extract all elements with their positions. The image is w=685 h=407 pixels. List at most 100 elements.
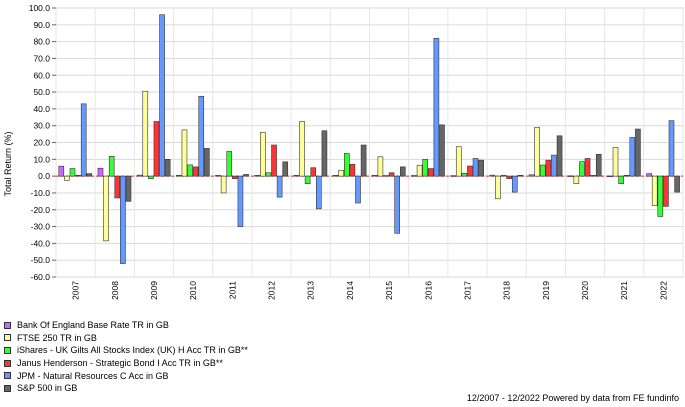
bar (344, 153, 350, 177)
x-tick-label: 2019 (541, 281, 551, 300)
bar (618, 175, 624, 184)
bar (304, 175, 311, 184)
bar (282, 161, 289, 177)
x-tick-label: 2010 (188, 281, 198, 300)
bar (321, 130, 328, 177)
y-tick-label: -10.0 (31, 188, 51, 198)
bar (528, 174, 535, 177)
bar (232, 175, 238, 179)
y-tick-label: -50.0 (31, 255, 51, 265)
bar (461, 172, 468, 177)
x-tick-label: 2014 (345, 281, 355, 300)
bar (349, 164, 356, 177)
bar (265, 172, 272, 177)
bar (293, 174, 300, 177)
bar (455, 146, 462, 177)
bar (69, 168, 76, 177)
x-tick-label: 2011 (227, 281, 237, 300)
bar (254, 174, 261, 177)
y-tick-label: 40.0 (33, 104, 50, 114)
bar (103, 175, 109, 242)
bar (338, 169, 345, 177)
legend-swatch (4, 346, 11, 354)
x-tick-label: 2009 (149, 281, 159, 300)
gridlines (55, 7, 684, 278)
bar (377, 156, 384, 177)
bar (590, 174, 596, 177)
bar (472, 158, 479, 177)
bar (383, 175, 389, 177)
legend-swatch (4, 334, 11, 342)
bar (517, 174, 524, 177)
bar (108, 155, 115, 177)
legend-label: Bank Of England Base Rate TR in GB (17, 320, 169, 331)
bar (595, 153, 602, 177)
bar (243, 174, 249, 177)
y-tick-label: -30.0 (31, 222, 51, 232)
bar (478, 159, 484, 177)
legend-swatch (4, 384, 11, 392)
bar (489, 174, 496, 177)
y-tick-label: -20.0 (31, 205, 51, 215)
bar (371, 174, 378, 177)
bar (545, 159, 552, 177)
bar (394, 175, 400, 234)
y-tick-label: 0.0 (38, 171, 50, 181)
legend-swatch (4, 372, 11, 380)
bar (506, 175, 512, 179)
y-tick-label: 30.0 (33, 121, 50, 131)
legend-item: FTSE 250 TR in GB (4, 332, 248, 345)
x-tick-label: 2018 (502, 281, 512, 300)
bar (299, 121, 305, 177)
x-tick-label: 2017 (462, 281, 472, 300)
x-tick-label: 2021 (619, 281, 629, 300)
x-tick-label: 2007 (71, 281, 81, 300)
x-tick-label: 2013 (306, 281, 316, 300)
legend-item: iShares - UK Gilts All Stocks Index (UK)… (4, 344, 248, 357)
bar (411, 175, 417, 177)
bar (136, 174, 143, 177)
bar (573, 175, 580, 184)
bar (579, 161, 585, 177)
bar (427, 168, 434, 177)
bar (607, 175, 613, 178)
legend-label: JPM - Natural Resources C Acc in GB (17, 370, 169, 381)
bar (332, 174, 339, 177)
bar (422, 159, 428, 177)
bar (114, 175, 121, 199)
bar (120, 175, 126, 264)
bar (310, 167, 317, 177)
y-tick-label: 100.0 (29, 3, 51, 13)
bar (511, 175, 518, 193)
bar (663, 175, 669, 207)
bar (495, 175, 501, 200)
bar (204, 148, 210, 177)
bar (534, 127, 540, 177)
bar (220, 175, 227, 194)
bar (567, 175, 574, 177)
y-tick-label: 90.0 (33, 20, 50, 30)
bar (198, 95, 205, 177)
x-tick-label: 2016 (423, 281, 433, 300)
bar (97, 167, 104, 177)
bar (58, 165, 65, 177)
bar (187, 164, 193, 177)
tick-labels: -60.0 -50.0 -40.0 -30.0 -20.0 -10.0 0.0 10.0 20.… (29, 3, 669, 300)
bar (556, 135, 563, 177)
bar (181, 129, 188, 177)
bar (86, 173, 93, 177)
legend-item: S&P 500 in GB (4, 382, 248, 395)
y-tick-label: 80.0 (33, 37, 50, 47)
bar (192, 166, 199, 177)
bar (125, 175, 132, 202)
x-tick-label: 2008 (110, 281, 120, 300)
bar (450, 175, 456, 177)
bar (360, 144, 367, 177)
bar (215, 174, 221, 177)
chart: -60.0 -50.0 -40.0 -30.0 -20.0 -10.0 0.0 10.0 20.… (3, 3, 684, 300)
y-tick-label: -40.0 (31, 238, 51, 248)
bar (153, 121, 160, 177)
bar (80, 103, 87, 177)
bar (276, 175, 283, 198)
bar (226, 151, 233, 177)
